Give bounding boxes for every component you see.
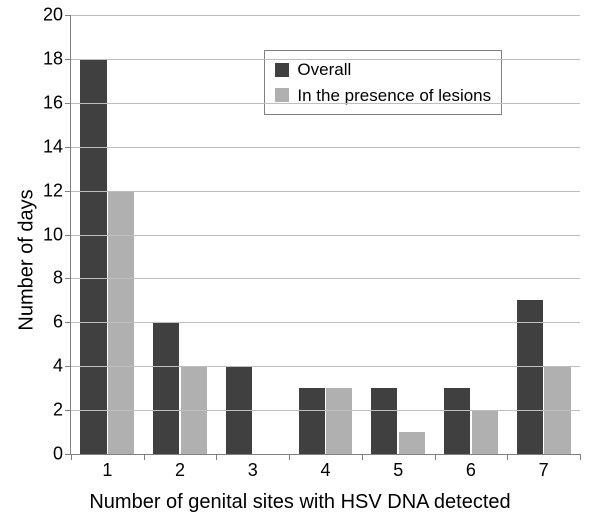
y-axis-label: Number of days xyxy=(16,189,39,330)
y-tick-mark xyxy=(65,410,71,411)
plot-area: OverallIn the presence of lesions 024681… xyxy=(70,15,580,455)
y-tick-label: 2 xyxy=(53,400,63,421)
bar xyxy=(299,388,325,454)
x-tick-label: 1 xyxy=(102,460,112,481)
x-tick-label: 3 xyxy=(248,460,258,481)
legend-label: In the presence of lesions xyxy=(297,83,491,109)
bar xyxy=(371,388,397,454)
x-tick-label: 2 xyxy=(175,460,185,481)
bar xyxy=(153,322,179,454)
y-tick-label: 18 xyxy=(43,48,63,69)
grid-line xyxy=(71,147,580,148)
x-tick-mark xyxy=(216,454,217,460)
y-tick-mark xyxy=(65,235,71,236)
y-tick-label: 4 xyxy=(53,356,63,377)
bar xyxy=(472,410,498,454)
bar xyxy=(444,388,470,454)
y-tick-label: 14 xyxy=(43,136,63,157)
y-tick-label: 8 xyxy=(53,268,63,289)
y-tick-mark xyxy=(65,147,71,148)
x-tick-mark xyxy=(507,454,508,460)
grid-line xyxy=(71,410,580,411)
legend-item: In the presence of lesions xyxy=(275,83,491,109)
x-tick-mark xyxy=(289,454,290,460)
y-tick-label: 16 xyxy=(43,92,63,113)
legend-swatch xyxy=(275,88,289,102)
x-axis-label: Number of genital sites with HSV DNA det… xyxy=(0,491,600,514)
y-tick-mark xyxy=(65,103,71,104)
x-tick-label: 6 xyxy=(466,460,476,481)
y-tick-mark xyxy=(65,59,71,60)
bar xyxy=(399,432,425,454)
chart-container: Number of days Number of genital sites w… xyxy=(0,0,600,520)
x-tick-mark xyxy=(362,454,363,460)
x-tick-mark xyxy=(71,454,72,460)
bar xyxy=(326,388,352,454)
grid-line xyxy=(71,366,580,367)
legend-item: Overall xyxy=(275,57,491,83)
y-tick-mark xyxy=(65,278,71,279)
y-tick-mark xyxy=(65,366,71,367)
x-tick-label: 7 xyxy=(539,460,549,481)
grid-line xyxy=(71,322,580,323)
y-tick-label: 12 xyxy=(43,180,63,201)
bar xyxy=(517,300,543,454)
x-tick-mark xyxy=(580,454,581,460)
grid-line xyxy=(71,278,580,279)
grid-line xyxy=(71,103,580,104)
x-tick-label: 5 xyxy=(393,460,403,481)
legend-label: Overall xyxy=(297,57,351,83)
grid-line xyxy=(71,59,580,60)
bar xyxy=(80,59,106,454)
grid-line xyxy=(71,235,580,236)
y-tick-label: 20 xyxy=(43,5,63,26)
y-tick-mark xyxy=(65,15,71,16)
x-tick-label: 4 xyxy=(320,460,330,481)
x-tick-mark xyxy=(144,454,145,460)
y-tick-mark xyxy=(65,322,71,323)
y-tick-label: 0 xyxy=(53,444,63,465)
grid-line xyxy=(71,191,580,192)
y-tick-label: 10 xyxy=(43,224,63,245)
y-tick-mark xyxy=(65,191,71,192)
legend-swatch xyxy=(275,63,289,77)
x-tick-mark xyxy=(435,454,436,460)
y-tick-label: 6 xyxy=(53,312,63,333)
grid-line xyxy=(71,15,580,16)
